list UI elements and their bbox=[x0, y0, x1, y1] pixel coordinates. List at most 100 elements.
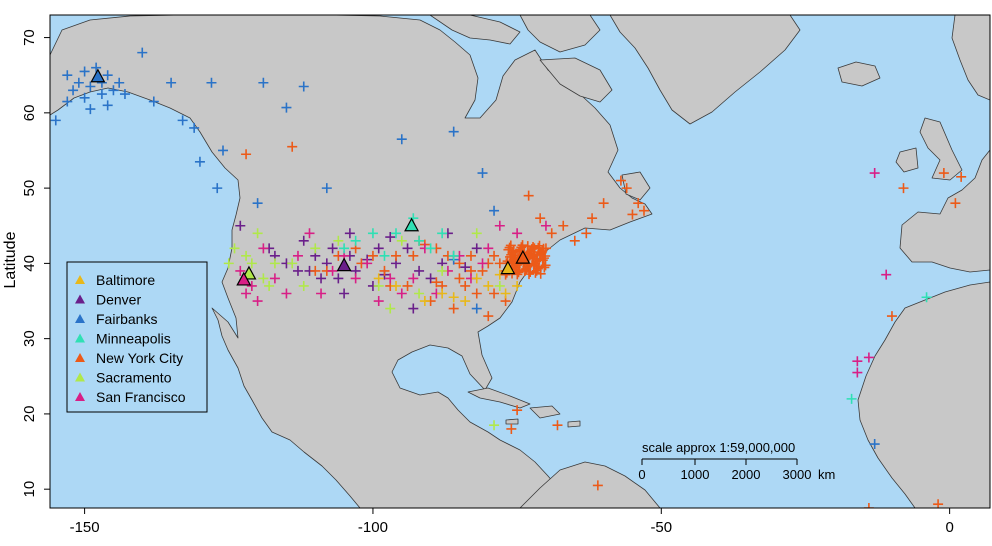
data-point-minneapolis bbox=[367, 228, 378, 239]
data-point-san-francisco bbox=[385, 273, 396, 284]
data-point-sacramento bbox=[396, 235, 407, 246]
data-point-fairbanks bbox=[212, 183, 223, 194]
y-tick-label: 60 bbox=[21, 105, 38, 122]
data-point-baltimore bbox=[419, 296, 430, 307]
data-point-new-york-city bbox=[454, 273, 465, 284]
data-point-new-york-city bbox=[241, 149, 252, 160]
data-point-new-york-city bbox=[512, 269, 523, 280]
plot-frame bbox=[49, 14, 991, 509]
data-point-new-york-city bbox=[528, 241, 539, 252]
data-point-fairbanks bbox=[73, 77, 84, 88]
data-point-san-francisco bbox=[494, 220, 505, 231]
city-marker-minneapolis bbox=[404, 217, 420, 232]
data-point-fairbanks bbox=[489, 205, 500, 216]
data-point-fairbanks bbox=[50, 115, 61, 126]
data-point-new-york-city bbox=[938, 168, 949, 179]
data-point-fairbanks bbox=[108, 85, 119, 96]
data-point-san-francisco bbox=[852, 367, 863, 378]
legend-label: Sacramento bbox=[96, 370, 172, 386]
data-point-sacramento bbox=[489, 420, 500, 431]
legend-box bbox=[66, 261, 208, 413]
data-point-new-york-city bbox=[512, 405, 523, 416]
data-point-minneapolis bbox=[339, 243, 350, 254]
data-point-new-york-city bbox=[898, 183, 909, 194]
data-point-sacramento bbox=[494, 280, 505, 291]
data-point-sacramento bbox=[385, 303, 396, 314]
data-point-sacramento bbox=[264, 280, 275, 291]
data-point-baltimore bbox=[483, 280, 494, 291]
legend-entries: Baltimore Denver Fairbanks Minneapolis New Y… bbox=[75, 272, 186, 405]
data-point-san-francisco bbox=[281, 288, 292, 299]
data-point-denver bbox=[385, 232, 396, 243]
data-point-new-york-city bbox=[489, 288, 500, 299]
data-point-san-francisco bbox=[235, 265, 246, 276]
data-point-new-york-city bbox=[506, 423, 517, 434]
data-point-baltimore bbox=[471, 273, 482, 284]
data-point-minneapolis bbox=[437, 228, 448, 239]
data-point-san-francisco bbox=[408, 273, 419, 284]
data-point-fairbanks bbox=[189, 122, 200, 133]
data-point-fairbanks bbox=[62, 96, 73, 107]
data-point-new-york-city bbox=[526, 244, 537, 255]
data-point-new-york-city bbox=[529, 249, 540, 260]
y-tick-label: 70 bbox=[21, 29, 38, 46]
data-point-new-york-city bbox=[483, 311, 494, 322]
x-tick-label: -150 bbox=[70, 519, 100, 536]
scale-unit: km bbox=[818, 467, 835, 482]
data-point-baltimore bbox=[448, 292, 459, 303]
y-tick-label: 10 bbox=[21, 481, 38, 498]
data-point-new-york-city bbox=[886, 311, 897, 322]
legend-swatch bbox=[75, 314, 85, 323]
data-point-fairbanks bbox=[448, 126, 459, 137]
data-point-minneapolis bbox=[921, 292, 932, 303]
data-point-new-york-city bbox=[569, 235, 580, 246]
legend-swatch bbox=[75, 333, 85, 343]
data-point-new-york-city bbox=[517, 240, 528, 251]
data-point-new-york-city bbox=[530, 267, 541, 278]
data-point-new-york-city bbox=[950, 198, 961, 209]
data-point-new-york-city bbox=[540, 251, 551, 262]
data-point-fairbanks bbox=[119, 89, 130, 100]
y-tick-label: 20 bbox=[21, 406, 38, 423]
data-point-fairbanks bbox=[68, 85, 79, 96]
data-point-new-york-city bbox=[310, 265, 321, 276]
city-marker-denver bbox=[336, 257, 352, 272]
south-america-landmass bbox=[519, 461, 661, 508]
data-point-new-york-city bbox=[513, 267, 524, 278]
data-point-new-york-city bbox=[627, 209, 638, 220]
data-point-new-york-city bbox=[287, 141, 298, 152]
data-point-denver bbox=[425, 273, 436, 284]
x-tick-label: -100 bbox=[358, 519, 388, 536]
data-point-new-york-city bbox=[532, 254, 543, 265]
data-point-new-york-city bbox=[489, 250, 500, 261]
data-point-new-york-city bbox=[638, 205, 649, 216]
data-point-new-york-city bbox=[535, 268, 546, 279]
data-point-new-york-city bbox=[379, 265, 390, 276]
data-point-san-francisco bbox=[512, 228, 523, 239]
data-point-new-york-city bbox=[516, 242, 527, 253]
scale-tick-label: 2000 bbox=[732, 467, 761, 482]
data-point-new-york-city bbox=[531, 256, 542, 267]
data-point-san-francisco bbox=[246, 280, 257, 291]
data-point-minneapolis bbox=[391, 228, 402, 239]
data-point-fairbanks bbox=[79, 66, 90, 77]
data-point-new-york-city bbox=[408, 250, 419, 261]
data-point-new-york-city bbox=[538, 243, 549, 254]
data-point-minneapolis bbox=[846, 393, 857, 404]
north-america-landmass bbox=[50, 15, 653, 508]
legend-swatch bbox=[75, 353, 85, 362]
data-point-new-york-city bbox=[540, 260, 551, 271]
hispaniola bbox=[529, 405, 561, 419]
data-point-new-york-city bbox=[507, 247, 518, 258]
great-britain bbox=[919, 117, 963, 181]
city-marker-new-york-city bbox=[515, 249, 531, 264]
data-point-denver bbox=[333, 273, 344, 284]
data-point-san-francisco bbox=[362, 258, 373, 269]
data-point-baltimore bbox=[437, 288, 448, 299]
data-point-new-york-city bbox=[863, 503, 874, 508]
data-point-denver bbox=[235, 220, 246, 231]
data-point-fairbanks bbox=[194, 156, 205, 167]
iceland bbox=[837, 61, 881, 87]
ireland bbox=[895, 147, 919, 173]
